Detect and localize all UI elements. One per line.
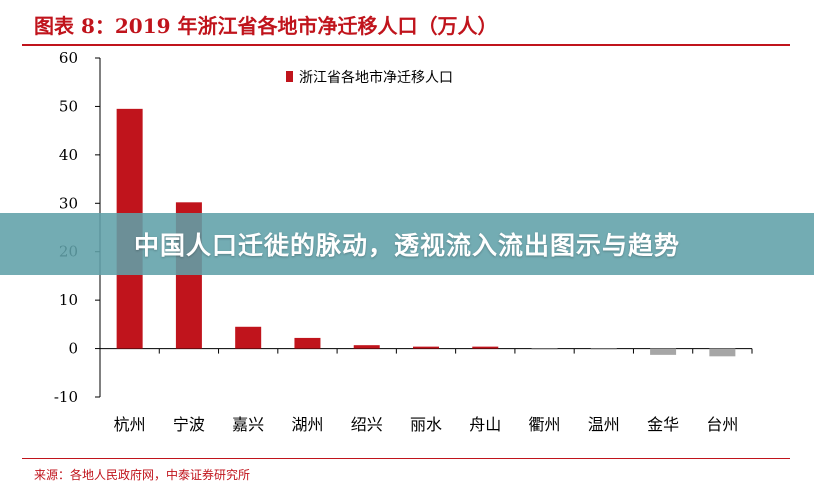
y-tick-label: 10 xyxy=(59,291,78,309)
legend-label: 浙江省各地市净迁移人口 xyxy=(299,69,453,86)
y-tick-label: 30 xyxy=(59,194,78,212)
source-note: 来源：各地人民政府网，中泰证券研究所 xyxy=(34,468,251,482)
x-tick-label: 舟山 xyxy=(469,415,501,434)
bar xyxy=(709,348,736,357)
bar xyxy=(294,337,321,349)
x-tick-label: 湖州 xyxy=(291,415,323,434)
footer-divider xyxy=(22,458,790,459)
x-tick-label: 衢州 xyxy=(529,415,561,434)
x-tick-label: 温州 xyxy=(588,415,620,434)
overlay-banner: 中国人口迁徙的脉动，透视流入流出图示与趋势 xyxy=(0,213,814,275)
y-tick-label: 40 xyxy=(59,146,78,164)
chart-title: 图表 8：2019 年浙江省各地市净迁移人口（万人） xyxy=(34,14,498,38)
y-tick-label: 50 xyxy=(59,97,78,115)
x-tick-label: 台州 xyxy=(706,415,738,434)
x-tick-label: 杭州 xyxy=(114,415,146,434)
bar xyxy=(413,346,439,349)
y-tick-label: 60 xyxy=(59,49,78,67)
bar xyxy=(531,348,558,350)
y-tick-label: -10 xyxy=(54,388,78,406)
bar xyxy=(650,348,677,355)
title-divider xyxy=(22,44,790,46)
bar xyxy=(472,346,499,349)
x-tick-label: 宁波 xyxy=(173,415,205,434)
banner-text: 中国人口迁徙的脉动，透视流入流出图示与趋势 xyxy=(133,231,680,260)
bar xyxy=(353,345,380,349)
y-tick-label: 0 xyxy=(68,340,78,358)
bar xyxy=(590,348,617,350)
x-tick-label: 绍兴 xyxy=(351,415,383,434)
bar xyxy=(235,326,262,349)
x-tick-label: 丽水 xyxy=(410,415,442,434)
legend-swatch xyxy=(286,71,293,82)
x-tick-label: 金华 xyxy=(647,415,679,434)
x-tick-label: 嘉兴 xyxy=(232,415,264,434)
